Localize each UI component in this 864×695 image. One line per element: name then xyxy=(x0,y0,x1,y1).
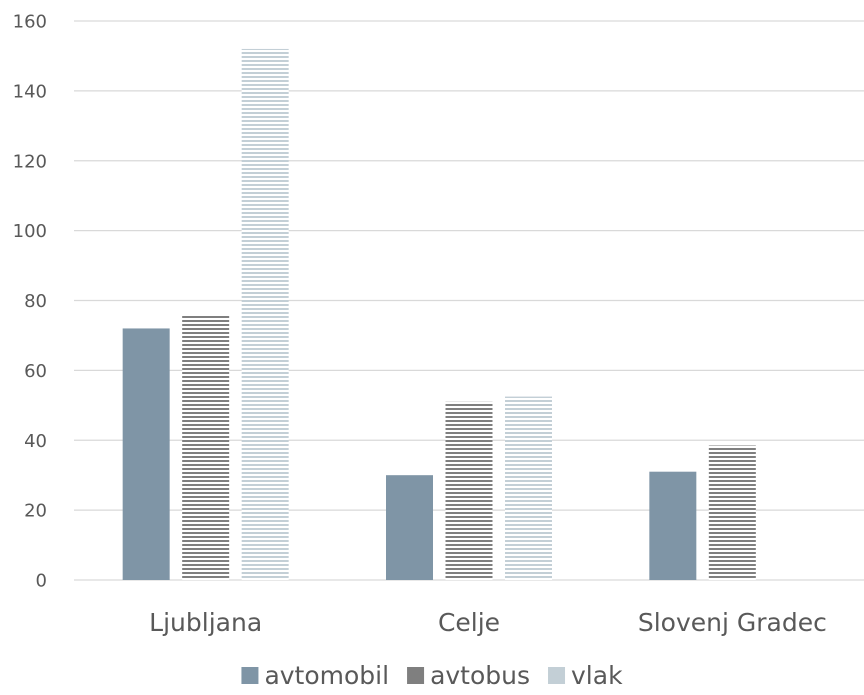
category-label: Slovenj Gradec xyxy=(638,608,827,637)
y-tick-label: 140 xyxy=(13,81,47,102)
y-tick-label: 120 xyxy=(13,151,47,172)
legend-label: avtomobil xyxy=(264,661,389,690)
bar-avtobus-ljubljana xyxy=(182,314,230,580)
category-label: Celje xyxy=(438,608,500,637)
category-labels: Ljubljana Celje Slovenj Gradec xyxy=(149,608,827,637)
legend: avtomobil avtobus vlak xyxy=(241,661,623,690)
legend-swatch xyxy=(548,667,566,684)
bar-avtomobil-ljubljana xyxy=(122,328,170,580)
y-tick-label: 0 xyxy=(36,571,47,592)
legend-swatch xyxy=(407,667,425,684)
y-tick-label: 60 xyxy=(24,361,47,382)
bar-vlak-celje xyxy=(505,396,552,580)
bar-avtobus-slovenj-gradec xyxy=(708,445,756,580)
y-axis-ticks: 0 20 40 60 80 100 120 140 160 xyxy=(13,12,47,592)
category-label: Ljubljana xyxy=(149,608,262,637)
bars xyxy=(122,48,756,580)
legend-label: vlak xyxy=(571,661,623,690)
y-tick-label: 80 xyxy=(24,291,47,312)
bar-avtomobil-celje xyxy=(386,475,433,580)
bar-avtomobil-slovenj-gradec xyxy=(649,471,697,580)
legend-swatch xyxy=(241,667,259,684)
bar-vlak-ljubljana xyxy=(241,48,289,580)
y-tick-label: 40 xyxy=(24,431,47,452)
legend-item-vlak: vlak xyxy=(548,661,623,690)
bar-avtobus-celje xyxy=(445,401,493,580)
legend-item-avtobus: avtobus xyxy=(407,661,530,690)
legend-label: avtobus xyxy=(430,661,530,690)
y-tick-label: 20 xyxy=(24,501,47,522)
legend-item-avtomobil: avtomobil xyxy=(241,661,389,690)
y-tick-label: 160 xyxy=(13,12,47,33)
y-tick-label: 100 xyxy=(13,221,47,242)
